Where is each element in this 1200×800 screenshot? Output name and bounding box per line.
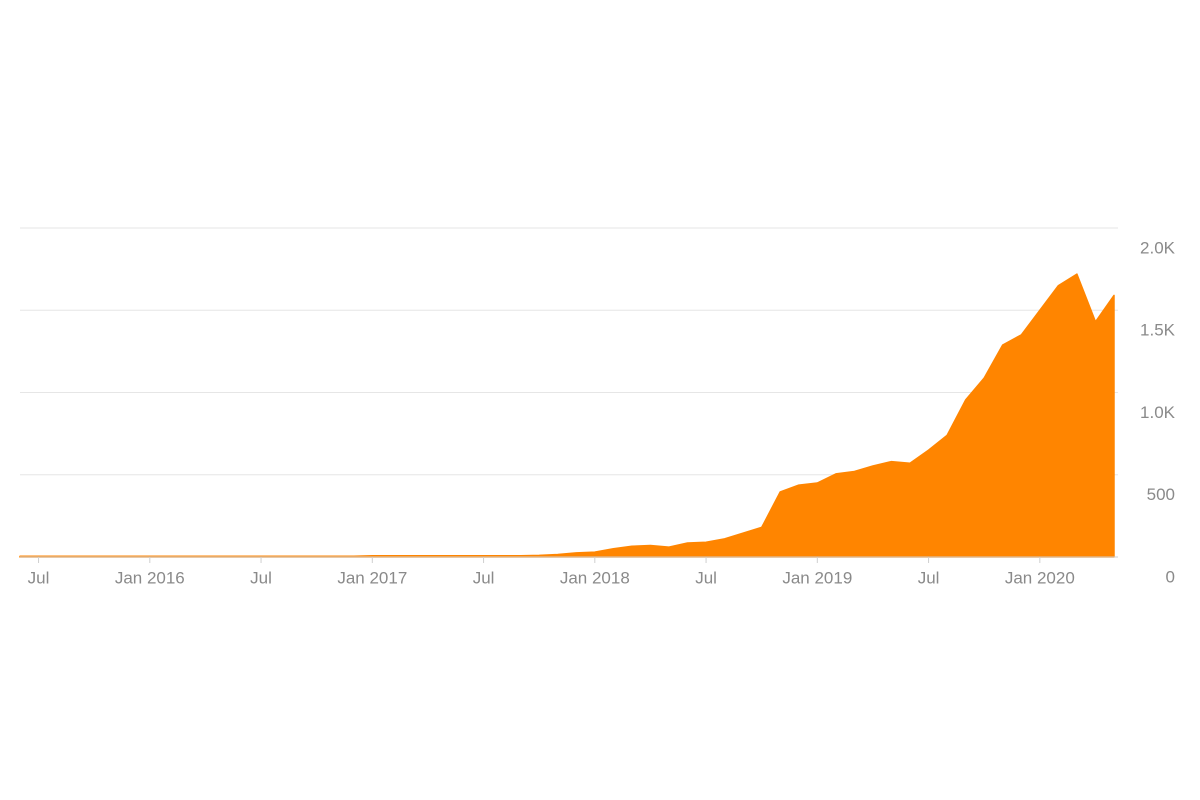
y-tick-label: 500 [1147,485,1175,504]
area [19,273,1115,558]
x-tick-label: Jan 2018 [560,568,630,587]
y-tick-label: 1.0K [1140,403,1176,422]
x-tick-label: Jan 2016 [115,568,185,587]
x-tick-label: Jul [28,568,50,587]
x-tick-label: Jul [918,568,940,587]
y-tick-label: 0 [1166,567,1175,586]
x-tick-label: Jan 2019 [782,568,852,587]
x-tick-label: Jan 2017 [337,568,407,587]
x-tick-label: Jul [250,568,272,587]
y-tick-label: 2.0K [1140,238,1176,257]
x-tick-label: Jul [695,568,717,587]
y-tick-label: 1.5K [1140,321,1176,340]
x-tick-label: Jul [473,568,495,587]
x-tick-label: Jan 2020 [1005,568,1075,587]
